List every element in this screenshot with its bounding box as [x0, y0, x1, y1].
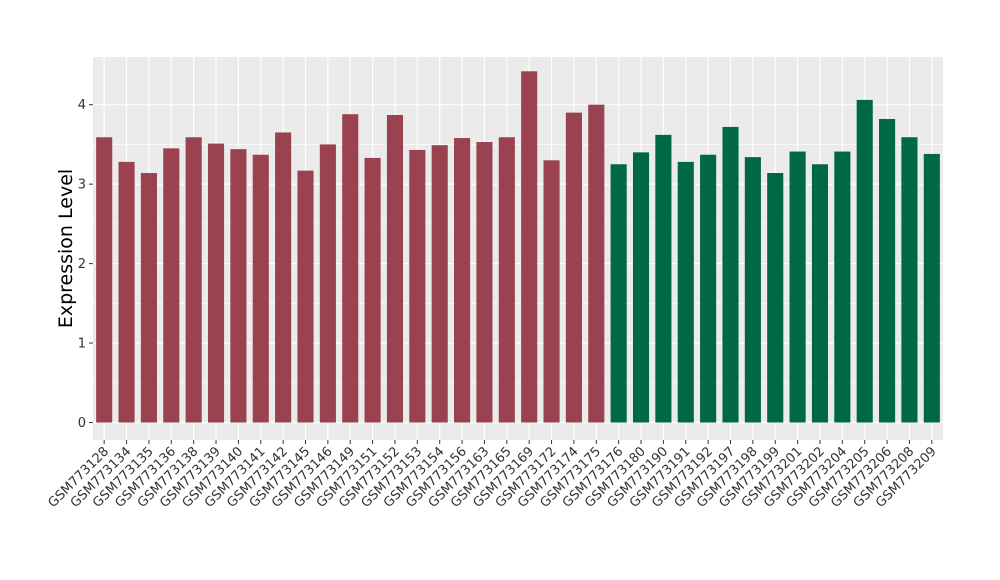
bar-GSM773140: [230, 149, 247, 423]
bar-GSM773149: [342, 114, 359, 423]
bar-GSM773172: [543, 160, 560, 423]
y-tick-label: 2: [78, 257, 86, 272]
bar-GSM773201: [789, 151, 806, 423]
y-axis: 0 1 2 3 4: [78, 98, 93, 431]
bar-GSM773205: [856, 99, 873, 423]
bar-GSM773198: [744, 157, 761, 423]
x-axis: GSM773128GSM773134GSM773135GSM773136GSM7…: [45, 440, 940, 511]
bar-GSM773206: [879, 118, 896, 423]
bar-GSM773146: [319, 144, 336, 423]
bar-GSM773139: [207, 143, 225, 423]
bar-GSM773175: [588, 104, 605, 423]
bar-GSM773174: [565, 112, 582, 423]
bar-GSM773192: [700, 154, 717, 423]
bar-GSM773136: [163, 148, 180, 423]
y-axis-title: Expression Level: [55, 169, 77, 328]
bar-GSM773169: [521, 71, 538, 423]
bar-GSM773154: [431, 145, 448, 423]
bar-GSM773197: [722, 126, 739, 423]
bar-GSM773153: [409, 149, 426, 423]
y-tick-label: 3: [78, 178, 86, 193]
y-tick-label: 0: [78, 416, 86, 431]
bar-GSM773165: [498, 137, 515, 423]
bar-GSM773176: [610, 164, 627, 423]
bar-GSM773208: [901, 137, 918, 423]
y-tick-label: 4: [78, 98, 86, 113]
bar-GSM773156: [454, 138, 471, 423]
bar-GSM773190: [655, 134, 672, 423]
bars: [96, 71, 940, 423]
bar-GSM773163: [476, 142, 493, 423]
bar-GSM773128: [96, 137, 113, 423]
bar-GSM773138: [185, 137, 202, 423]
bar-GSM773135: [140, 173, 157, 423]
bar-GSM773141: [252, 154, 269, 423]
bar-GSM773142: [275, 132, 292, 423]
bar-GSM773191: [677, 161, 694, 423]
bar-GSM773209: [923, 153, 940, 423]
bar-GSM773134: [118, 161, 135, 423]
bar-GSM773145: [297, 170, 314, 423]
bar-GSM773152: [386, 115, 404, 423]
bar-GSM773199: [767, 173, 784, 423]
y-tick-label: 1: [78, 337, 86, 352]
bar-GSM773180: [632, 152, 650, 423]
bar-GSM773202: [811, 164, 829, 423]
bar-GSM773151: [364, 157, 381, 423]
bar-GSM773204: [834, 151, 851, 423]
